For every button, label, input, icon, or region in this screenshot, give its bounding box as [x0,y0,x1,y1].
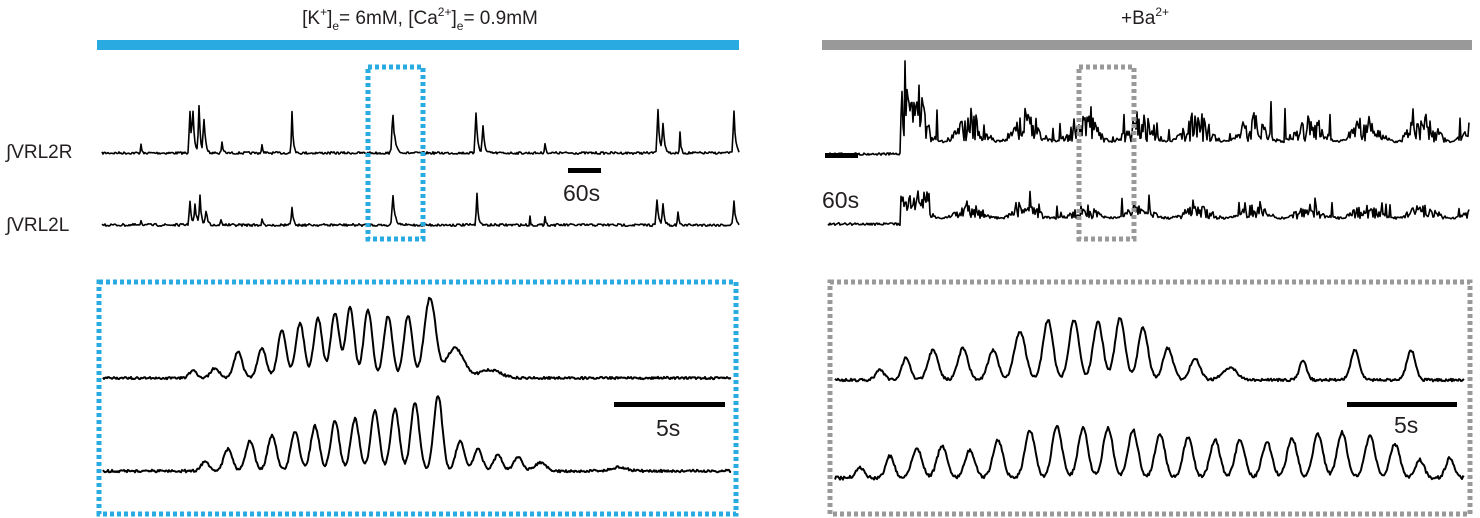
control-title-k-sub: e [332,19,339,33]
control-condition-title: [K+]e= 6mM, [Ca2+]e= 0.9mM [302,5,538,33]
barium-vrl2r-overview-trace [827,60,1470,156]
control-zoom-panel-box [96,279,739,517]
barium-condition-bar [822,40,1472,50]
control-title-bracket1: ] [327,8,332,29]
barium-vrl2l-overview-trace [827,190,1470,226]
barium-zoom-scale-bar [1347,402,1457,407]
control-vrl2l-zoom-trace [102,395,732,474]
control-zoom-scale-bar [614,402,725,407]
barium-vrl2r-zoom-trace [834,317,1465,383]
control-title-pre: [K [302,8,320,29]
barium-title-pre: +Ba [1121,8,1156,29]
control-zoom-selection-box [365,64,426,242]
barium-zoom-scale-label: 5s [1394,412,1418,438]
barium-zoom-panel-box [827,279,1473,517]
control-vrl2r-zoom-trace [102,296,732,381]
control-overview-scale-bar [568,168,601,173]
barium-overview-scale-bar [825,153,858,158]
control-condition-bar [97,40,739,50]
trace-label-vrl2l: ∫VRL2L [5,215,69,236]
barium-zoom-selection-box [1076,64,1137,242]
control-overview-scale-label: 60s [563,180,600,206]
barium-overview-scale-label: 60s [822,187,859,213]
barium-condition-title: +Ba2+ [1121,5,1169,29]
barium-title-sup: 2+ [1155,5,1169,19]
trace-label-vrl2r: ∫VRL2R [5,142,72,163]
control-title-bracket2: ] [451,8,456,29]
control-title-mid: = 6mM, [Ca [339,8,438,29]
control-zoom-scale-label: 5s [656,415,680,441]
control-title-ca-sup: 2+ [438,5,452,19]
control-title-k-sup: + [320,5,327,19]
control-title-post: = 0.9mM [463,8,537,29]
barium-vrl2l-zoom-trace [834,424,1465,481]
control-title-ca-sub: e [457,19,464,33]
